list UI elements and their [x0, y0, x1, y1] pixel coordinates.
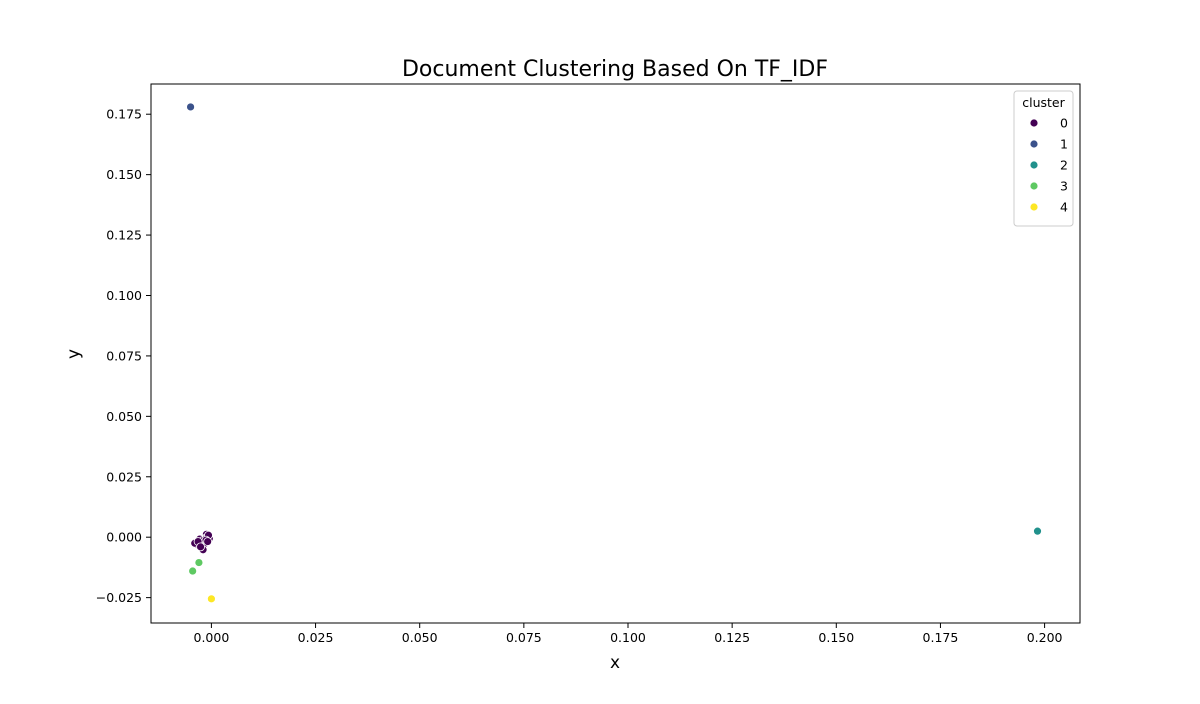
data-point-cluster-2-0	[1033, 526, 1042, 536]
plot-frame	[150, 83, 1081, 624]
legend-marker-2	[1029, 160, 1039, 170]
y-tick-label: −0.025	[96, 590, 142, 605]
x-tick-label: 0.075	[506, 630, 542, 645]
data-point-cluster-0-19	[203, 537, 213, 546]
x-tick-label: 0.175	[923, 630, 959, 645]
legend: cluster 0 1 2 3 4	[1013, 90, 1074, 227]
y-tick-label: 0.000	[106, 530, 142, 545]
chart-title: Document Clustering Based On TF_IDF	[402, 57, 828, 82]
y-tick-label: 0.175	[106, 107, 142, 122]
legend-marker-4	[1029, 202, 1039, 212]
legend-marker-1	[1029, 139, 1039, 149]
legend-label-3: 3	[1060, 179, 1068, 194]
legend-marker-3	[1029, 181, 1039, 191]
x-tick-label: 0.050	[402, 630, 438, 645]
legend-title: cluster	[1022, 95, 1065, 110]
legend-label-2: 2	[1060, 158, 1068, 173]
data-point-cluster-0-18	[196, 542, 205, 552]
x-tick-label: 0.100	[610, 630, 646, 645]
y-tick-label: 0.100	[106, 288, 142, 303]
y-tick-label: 0.125	[106, 228, 142, 243]
data-point-cluster-1-0	[186, 102, 195, 112]
data-point-cluster-4-0	[207, 594, 216, 604]
x-tick-label: 0.025	[298, 630, 334, 645]
data-point-cluster-3-1	[194, 558, 204, 567]
axes: 0.000 0.025 0.050 0.075 0.100 0.125 0.150 0.175…	[96, 83, 1081, 645]
legend-box	[1013, 90, 1074, 227]
legend-label-0: 0	[1060, 116, 1068, 131]
legend-label-1: 1	[1060, 137, 1068, 152]
y-tick-label: 0.075	[106, 348, 142, 363]
plot-area	[186, 102, 1042, 604]
y-axis-label: y	[64, 349, 84, 359]
legend-label-4: 4	[1060, 200, 1068, 215]
x-axis-label: x	[610, 653, 620, 673]
data-point-cluster-3-0	[188, 566, 198, 576]
x-tick-label: 0.000	[194, 630, 230, 645]
y-tick-label: 0.050	[106, 409, 142, 424]
y-tick-label: 0.025	[106, 469, 142, 484]
x-tick-label: 0.150	[818, 630, 854, 645]
x-tick-label: 0.200	[1027, 630, 1063, 645]
y-tick-label: 0.150	[106, 167, 142, 182]
x-tick-label: 0.125	[714, 630, 750, 645]
legend-marker-0	[1029, 118, 1039, 128]
